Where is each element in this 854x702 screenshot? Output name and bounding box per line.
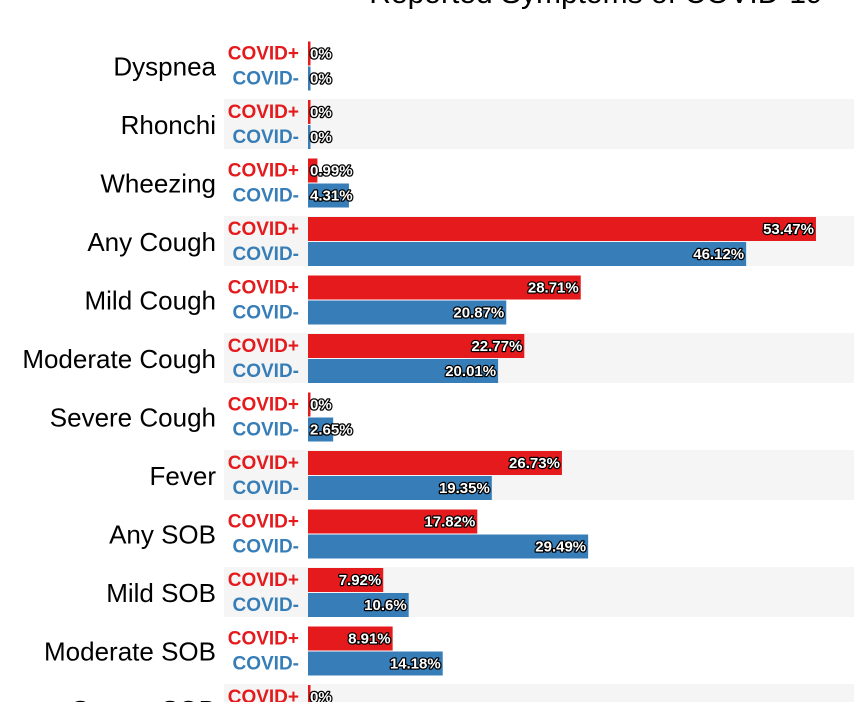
series-label: COVID+	[228, 278, 299, 299]
data-label: 22.77%	[471, 338, 522, 355]
category-label: Wheezing	[100, 169, 216, 199]
series-label: COVID+	[228, 629, 299, 650]
bar	[308, 651, 443, 676]
series-label: COVID+	[228, 687, 299, 702]
data-label: 28.71%	[528, 280, 579, 297]
category-label: Any SOB	[109, 520, 216, 550]
data-label: 4.31%	[310, 188, 353, 205]
data-label: 0%	[310, 104, 332, 121]
series-label: COVID+	[228, 570, 299, 591]
data-label: 2.65%	[310, 422, 353, 439]
bar	[308, 417, 334, 442]
series-label: COVID+	[228, 161, 299, 182]
series-label: COVID+	[228, 336, 299, 357]
data-label: 29.49%	[535, 539, 586, 556]
series-label: COVID-	[233, 420, 300, 441]
bar	[308, 534, 589, 559]
series-label: COVID-	[233, 186, 300, 207]
data-label: 17.82%	[424, 514, 475, 531]
series-label: COVID-	[233, 303, 300, 324]
bar	[308, 334, 525, 358]
category-label: Severe SOB	[71, 695, 216, 702]
series-label: COVID+	[228, 512, 299, 533]
series-label: COVID+	[228, 219, 299, 240]
bar	[308, 476, 492, 500]
data-label: 7.92%	[339, 572, 382, 589]
bar	[308, 593, 409, 617]
data-label: 0%	[310, 689, 332, 702]
bar	[308, 392, 311, 417]
category-label: Mild SOB	[106, 578, 216, 608]
bar	[308, 568, 384, 592]
data-label: 8.91%	[348, 631, 391, 648]
series-label: COVID-	[233, 69, 300, 90]
bar	[308, 183, 349, 208]
category-label: Fever	[150, 461, 217, 491]
chart-title: Reported Symptoms of COVID-19	[369, 0, 823, 10]
category-label: Dyspnea	[113, 52, 216, 82]
data-label: 20.01%	[445, 363, 496, 380]
data-label: 14.18%	[390, 656, 441, 673]
series-label: COVID+	[228, 453, 299, 474]
bar	[308, 626, 393, 651]
bar	[308, 217, 816, 241]
series-label: COVID-	[233, 127, 300, 148]
series-label: COVID-	[233, 537, 300, 558]
bar	[308, 125, 311, 149]
data-label: 46.12%	[693, 246, 744, 263]
data-label: 0%	[310, 397, 332, 414]
series-label: COVID-	[233, 361, 300, 382]
data-label: 0.99%	[310, 163, 353, 180]
bar	[308, 100, 311, 124]
bar	[308, 451, 562, 475]
data-label: 10.6%	[364, 597, 407, 614]
bar	[308, 275, 581, 300]
data-label: 26.73%	[509, 455, 560, 472]
category-label: Moderate SOB	[44, 637, 216, 667]
bar	[308, 242, 747, 266]
data-label: 0%	[310, 71, 332, 88]
bar	[308, 359, 499, 383]
bar	[308, 66, 311, 91]
data-label: 20.87%	[453, 305, 504, 322]
category-label: Any Cough	[87, 227, 216, 257]
series-label: COVID-	[233, 244, 300, 265]
data-label: 0%	[310, 46, 332, 63]
bar	[308, 509, 478, 534]
bar	[308, 158, 318, 183]
bar	[308, 300, 507, 325]
data-label: 19.35%	[439, 480, 490, 497]
bar	[308, 41, 311, 66]
series-label: COVID-	[233, 595, 300, 616]
category-label: Severe Cough	[50, 403, 216, 433]
data-label: 53.47%	[763, 221, 814, 238]
category-label: Moderate Cough	[22, 344, 216, 374]
series-label: COVID+	[228, 395, 299, 416]
series-label: COVID-	[233, 478, 300, 499]
category-label: Mild Cough	[84, 286, 216, 316]
row-band	[224, 99, 854, 149]
series-label: COVID+	[228, 102, 299, 123]
bar	[308, 685, 311, 702]
series-label: COVID-	[233, 654, 300, 675]
data-label: 0%	[310, 129, 332, 146]
series-label: COVID+	[228, 44, 299, 65]
category-label: Rhonchi	[121, 110, 216, 140]
row-band	[224, 684, 854, 702]
